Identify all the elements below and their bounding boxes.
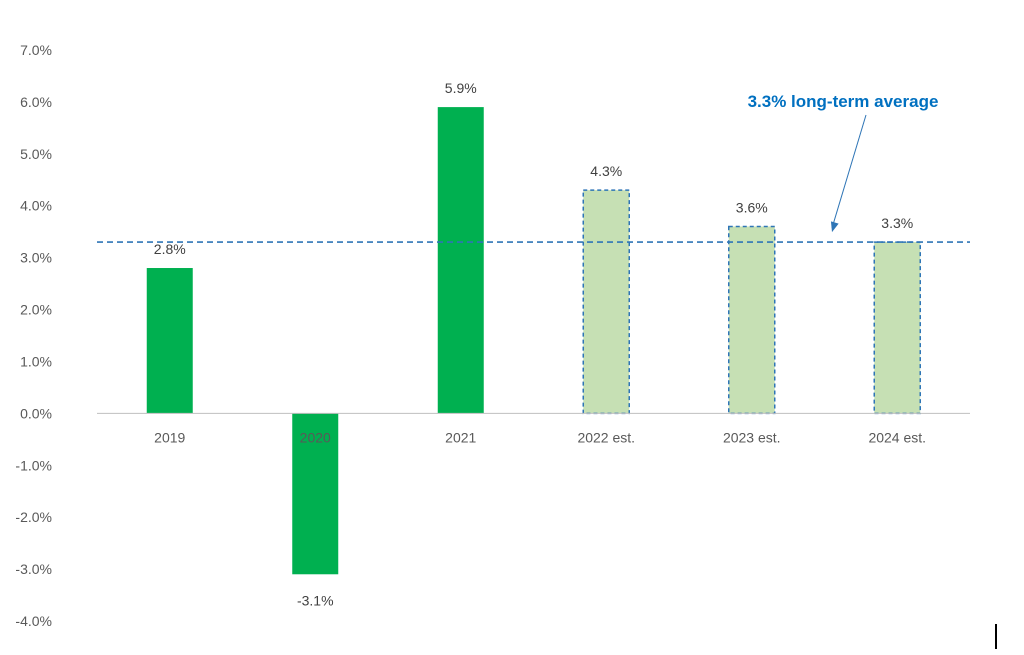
bars bbox=[146, 107, 921, 575]
y-tick-label: 2.0% bbox=[20, 302, 52, 318]
y-tick-label: -3.0% bbox=[15, 561, 52, 577]
x-tick-label: 2019 bbox=[154, 429, 185, 445]
x-tick-label: 2020 bbox=[300, 429, 331, 445]
y-tick-label: -1.0% bbox=[15, 457, 52, 473]
y-tick-label: 4.0% bbox=[20, 198, 52, 214]
bar-actual bbox=[146, 268, 193, 414]
y-tick-label: -2.0% bbox=[15, 509, 52, 525]
data-label: 4.3% bbox=[590, 163, 622, 179]
data-label: -3.1% bbox=[297, 592, 334, 608]
bar-estimate bbox=[873, 241, 921, 415]
x-tick-label: 2023 est. bbox=[723, 429, 781, 445]
y-tick-label: 5.0% bbox=[20, 146, 52, 162]
x-tick-label: 2024 est. bbox=[868, 429, 926, 445]
bar-estimate bbox=[582, 189, 630, 415]
reference-arrowhead bbox=[830, 221, 839, 233]
data-label: 3.3% bbox=[881, 215, 913, 231]
x-axis-ticks: 2019 2020 2021 2022 est. 2023 est. 2024 est. bbox=[154, 429, 926, 445]
data-label: 3.6% bbox=[736, 199, 768, 215]
y-tick-label: 0.0% bbox=[20, 405, 52, 421]
reference-arrow bbox=[831, 114, 867, 229]
reference-line-label: 3.3% long-term average bbox=[748, 92, 939, 111]
y-axis-ticks: -4.0% -3.0% -2.0% -1.0% 0.0% 1.0% 2.0% 3.0% 4.0%… bbox=[15, 42, 52, 629]
y-tick-label: -4.0% bbox=[15, 613, 52, 629]
text-cursor bbox=[995, 624, 997, 649]
bar-actual bbox=[292, 413, 339, 575]
y-tick-label: 6.0% bbox=[20, 94, 52, 110]
y-tick-label: 1.0% bbox=[20, 353, 52, 369]
data-label: 2.8% bbox=[154, 241, 186, 257]
bar-estimate bbox=[728, 225, 776, 415]
data-labels: 2.8% -3.1% 5.9% 4.3% 3.6% 3.3% bbox=[154, 80, 913, 608]
bar-actual bbox=[437, 107, 484, 414]
data-label: 5.9% bbox=[445, 80, 477, 96]
x-tick-label: 2022 est. bbox=[577, 429, 635, 445]
x-tick-label: 2021 bbox=[445, 429, 476, 445]
y-tick-label: 7.0% bbox=[20, 42, 52, 58]
y-tick-label: 3.0% bbox=[20, 250, 52, 266]
